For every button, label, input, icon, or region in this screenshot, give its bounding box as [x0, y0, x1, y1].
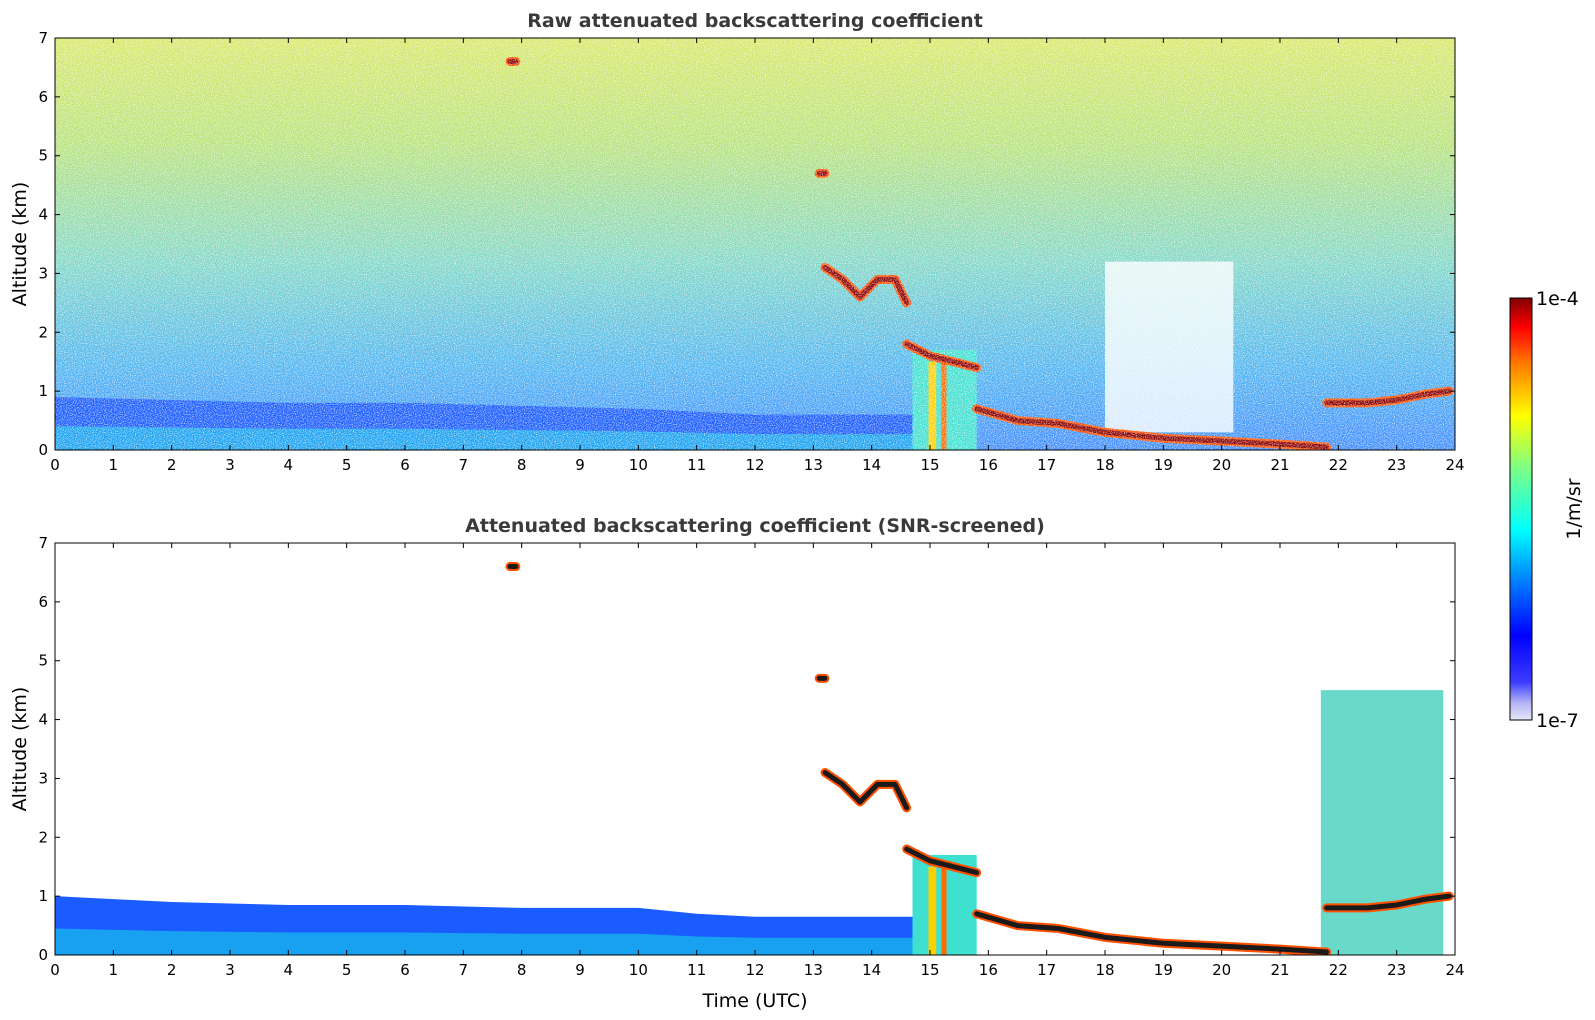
panel-2-plot-area — [55, 543, 1455, 955]
y-tick-label: 4 — [38, 206, 48, 224]
x-tick-label: 3 — [225, 961, 235, 979]
precipitation-core — [941, 866, 947, 955]
x-tick-label: 22 — [1329, 961, 1348, 979]
y-tick-label: 1 — [38, 887, 48, 905]
y-tick-label: 5 — [38, 652, 48, 670]
x-tick-label: 6 — [400, 456, 410, 474]
x-tick-label: 9 — [575, 456, 585, 474]
colorbar-min-label: 1e-7 — [1536, 710, 1579, 732]
x-tick-label: 22 — [1329, 456, 1348, 474]
x-tick-label: 14 — [862, 961, 881, 979]
x-tick-label: 24 — [1445, 456, 1464, 474]
x-tick-label: 8 — [517, 456, 527, 474]
panel-2-ylabel: Altitude (km) — [9, 687, 31, 812]
raw-backscatter-panel: Raw attenuated backscattering coefficien… — [9, 10, 1465, 474]
y-tick-label: 1 — [38, 382, 48, 400]
y-tick-label: 6 — [38, 88, 48, 106]
x-tick-label: 24 — [1445, 961, 1464, 979]
aerosol-column — [1320, 690, 1444, 955]
precipitation-core — [928, 866, 937, 955]
x-tick-label: 1 — [109, 961, 119, 979]
x-tick-label: 16 — [979, 456, 998, 474]
x-tick-label: 23 — [1387, 961, 1406, 979]
x-tick-label: 19 — [1154, 456, 1173, 474]
x-tick-label: 8 — [517, 961, 527, 979]
x-tick-label: 2 — [167, 961, 177, 979]
x-tick-label: 0 — [50, 456, 60, 474]
x-tick-label: 21 — [1270, 961, 1289, 979]
x-tick-label: 21 — [1270, 456, 1289, 474]
y-tick-label: 4 — [38, 711, 48, 729]
cloud-layer — [1324, 893, 1452, 911]
x-tick-label: 18 — [1095, 456, 1114, 474]
y-tick-label: 3 — [38, 264, 48, 282]
x-tick-label: 10 — [629, 456, 648, 474]
y-tick-label: 5 — [38, 147, 48, 165]
x-tick-label: 2 — [167, 456, 177, 474]
x-tick-label: 4 — [284, 456, 294, 474]
x-tick-label: 10 — [629, 961, 648, 979]
x-tick-label: 15 — [920, 961, 939, 979]
x-tick-label: 6 — [400, 961, 410, 979]
panel-2-xlabel: Time (UTC) — [701, 990, 807, 1012]
x-tick-label: 17 — [1037, 961, 1056, 979]
panel-1-ylabel: Altitude (km) — [9, 182, 31, 307]
cloud-layer — [974, 911, 1330, 955]
snr-screened-panel: Attenuated backscattering coefficient (S… — [9, 515, 1465, 1012]
x-tick-label: 7 — [459, 961, 469, 979]
y-tick-label: 6 — [38, 593, 48, 611]
x-tick-label: 12 — [745, 456, 764, 474]
x-tick-label: 7 — [459, 456, 469, 474]
x-tick-label: 16 — [979, 961, 998, 979]
x-tick-label: 18 — [1095, 961, 1114, 979]
panel-1-plot-area — [55, 38, 1455, 450]
y-tick-label: 7 — [38, 534, 48, 552]
panel-1-title: Raw attenuated backscattering coefficien… — [527, 10, 983, 32]
cloud-layer — [904, 846, 980, 876]
x-tick-label: 11 — [687, 961, 706, 979]
x-tick-label: 5 — [342, 456, 352, 474]
x-tick-label: 11 — [687, 456, 706, 474]
y-tick-label: 0 — [38, 946, 48, 964]
y-tick-label: 7 — [38, 29, 48, 47]
colorbar-unit-label: 1/m/sr — [1563, 478, 1585, 539]
x-tick-label: 17 — [1037, 456, 1056, 474]
y-tick-label: 0 — [38, 441, 48, 459]
x-tick-label: 9 — [575, 961, 585, 979]
boundary-layer-core — [55, 928, 913, 955]
y-tick-label: 2 — [38, 323, 48, 341]
x-tick-label: 23 — [1387, 456, 1406, 474]
x-tick-label: 20 — [1212, 456, 1231, 474]
x-tick-label: 3 — [225, 456, 235, 474]
colorbar: 1e-4 1e-7 1/m/sr — [1509, 288, 1585, 732]
x-tick-label: 1 — [109, 456, 119, 474]
x-tick-label: 0 — [50, 961, 60, 979]
x-tick-label: 4 — [284, 961, 294, 979]
y-tick-label: 3 — [38, 769, 48, 787]
x-tick-label: 5 — [342, 961, 352, 979]
colorbar-gradient — [1509, 297, 1533, 721]
colorbar-max-label: 1e-4 — [1536, 288, 1579, 310]
x-tick-label: 13 — [804, 456, 823, 474]
x-tick-label: 13 — [804, 961, 823, 979]
x-tick-label: 19 — [1154, 961, 1173, 979]
cloud-layer — [822, 770, 910, 811]
x-tick-label: 15 — [920, 456, 939, 474]
x-tick-label: 20 — [1212, 961, 1231, 979]
panel-2-title: Attenuated backscattering coefficient (S… — [465, 515, 1045, 537]
x-tick-label: 14 — [862, 456, 881, 474]
x-tick-label: 12 — [745, 961, 764, 979]
y-tick-label: 2 — [38, 828, 48, 846]
